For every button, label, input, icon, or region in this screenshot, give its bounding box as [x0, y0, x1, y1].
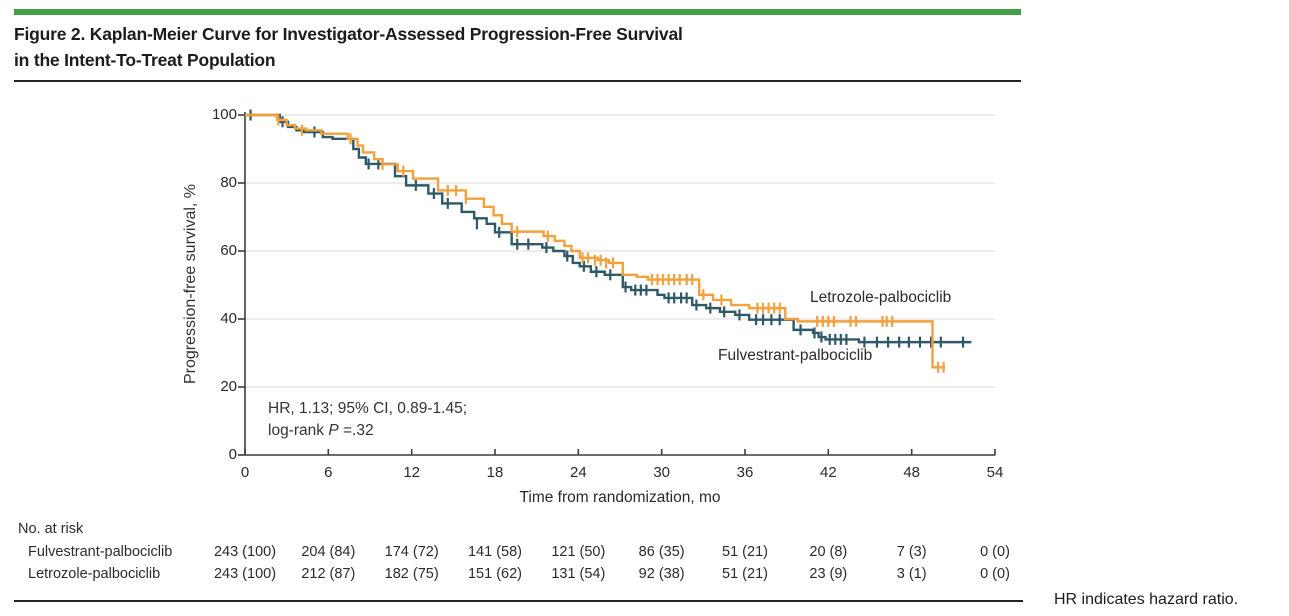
risk-cell-row1-t0: 243 (100) [213, 566, 277, 582]
risk-cell-row0-t0: 243 (100) [213, 544, 277, 560]
risk-cell-row1-t36: 51 (21) [722, 566, 768, 582]
x-axis-label: Time from randomization, mo [519, 489, 721, 506]
risk-cell-row0-t24: 121 (50) [551, 544, 606, 560]
risk-cell-row0-t42: 20 (8) [809, 544, 848, 560]
km-curves [245, 109, 972, 373]
p-symbol: P [328, 422, 339, 439]
y-tick-label-0: 0 [228, 446, 237, 463]
x-tick-label-6: 6 [324, 464, 333, 481]
figure-title-line2: in the Intent-To-Treat Population [14, 50, 276, 70]
legend-label-letrozole: Letrozole-palbociclib [810, 289, 952, 306]
y-tick-label-80: 80 [220, 174, 237, 191]
hr-annotation-line1: HR, 1.13; 95% CI, 0.89-1.45; [268, 400, 468, 417]
letrozole-palbociclib-censor-marks [277, 114, 945, 373]
figure-footnote: HR indicates hazard ratio. [1054, 591, 1239, 608]
x-tick-label-24: 24 [569, 464, 587, 481]
risk-table-heading: No. at risk [18, 521, 84, 537]
x-tick-label-48: 48 [903, 464, 920, 481]
legend-label-fulvestrant: Fulvestrant-palbociclib [718, 347, 873, 364]
letrozole-palbociclib-curve [245, 113, 945, 369]
logrank-value: =.32 [338, 422, 374, 439]
risk-cell-row1-t6: 212 (87) [301, 566, 356, 582]
y-tick-label-40: 40 [220, 310, 237, 327]
risk-row-label-fulvestrant: Fulvestrant-palbociclib [28, 544, 173, 560]
risk-cell-row1-t30: 92 (38) [638, 566, 685, 582]
risk-cell-row0-t6: 204 (84) [301, 544, 356, 560]
y-axis-label: Progression-free survival, % [182, 183, 199, 385]
y-tick-label-20: 20 [220, 378, 237, 395]
y-tick-label-60: 60 [220, 242, 237, 259]
risk-cell-row0-t18: 141 (58) [467, 544, 522, 560]
risk-row-label-letrozole: Letrozole-palbociclib [28, 566, 161, 582]
figure-title-line1: Figure 2. Kaplan-Meier Curve for Investi… [14, 24, 683, 44]
bottom-divider [14, 600, 1023, 602]
x-tick-label-0: 0 [240, 464, 250, 481]
x-tick-label-12: 12 [403, 464, 420, 481]
x-tick-label-42: 42 [819, 464, 837, 481]
risk-cell-row1-t12: 182 (75) [384, 566, 439, 582]
x-tick-label-30: 30 [653, 464, 670, 481]
risk-cell-row1-t48: 3 (1) [896, 566, 927, 582]
fulvestrant-palbociclib-curve [245, 113, 972, 344]
risk-cell-row1-t42: 23 (9) [809, 566, 848, 582]
title-divider [14, 80, 1021, 82]
top-accent-bar [14, 9, 1021, 15]
risk-cell-row0-t36: 51 (21) [722, 544, 768, 560]
risk-cell-row0-t30: 86 (35) [638, 544, 685, 560]
km-plot [238, 109, 996, 456]
risk-cell-row0-t48: 7 (3) [896, 544, 927, 560]
logrank-prefix: log-rank [268, 422, 329, 439]
plot-gridlines [245, 114, 995, 388]
plot-axes [238, 112, 996, 456]
fulvestrant-palbociclib-censor-marks [249, 109, 965, 348]
x-tick-label-18: 18 [486, 464, 504, 481]
x-tick-label-36: 36 [736, 464, 754, 481]
x-tick-label-54: 54 [986, 464, 1004, 481]
y-tick-label-100: 100 [211, 106, 237, 123]
hr-annotation-line2: log-rank P =.32 [268, 422, 374, 440]
figure-title: Figure 2. Kaplan-Meier Curve for Investi… [14, 21, 874, 73]
risk-cell-row0-t54: 0 (0) [980, 544, 1010, 560]
risk-cell-row1-t54: 0 (0) [980, 566, 1010, 582]
risk-cell-row0-t12: 174 (72) [384, 544, 439, 560]
risk-cell-row1-t18: 151 (62) [467, 566, 522, 582]
risk-cell-row1-t24: 131 (54) [551, 566, 606, 582]
